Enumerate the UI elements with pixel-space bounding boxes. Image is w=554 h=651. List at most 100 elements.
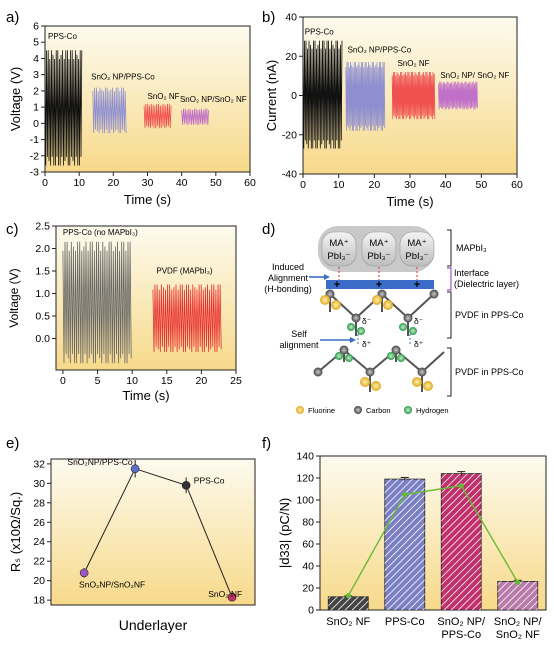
induced-label-1: Induced: [272, 262, 304, 272]
chart-c: 0 5 10 15 20 25 0.0 0.5 1.0 1.5 2.0 2.5 PPS-Co (no M…: [7, 221, 242, 404]
cell-1-bottom: PbI₃⁻: [327, 251, 350, 262]
chart-b-xtick-label: 60: [511, 179, 523, 191]
chart-f-ytick-label: 40: [302, 561, 314, 573]
chart-b-xtick-label: 20: [368, 179, 380, 191]
induced-label-2: Alignment: [268, 273, 309, 283]
chart-f-bar-hatch: [384, 479, 425, 610]
chart-e-ylabel: Rₛ (x10Ω/Sq.): [8, 492, 23, 572]
chart-e-point-label: SnO₂NP/PPS-Co: [67, 457, 132, 467]
chart-e-point: [130, 464, 140, 474]
atoms: [313, 289, 439, 391]
chart-e-ytick-label: 30: [33, 478, 45, 490]
chart-c-xtick-label: 5: [95, 375, 101, 387]
chart-a-ytick-label: -1: [30, 134, 39, 146]
chart-b-xtick-label: 50: [475, 179, 487, 191]
panel-label-a: a): [6, 9, 19, 26]
chart-e-ytick-label: 26: [33, 517, 45, 529]
chart-f-bar-hatch: [497, 581, 538, 610]
cell-1-top: MA⁺: [329, 238, 348, 249]
chart-b-ytick-label: -20: [282, 129, 297, 141]
chart-e-plot-area: [50, 458, 256, 606]
chart-c-ytick-label: 1.0: [35, 288, 50, 300]
self-label-2: alignment: [279, 340, 319, 350]
cell-2-top: MA⁺: [369, 238, 388, 249]
chart-a-series-2: [92, 87, 127, 134]
chart-f-xtick-label: SnO₂ NF: [496, 629, 540, 641]
chart-f-ytick-label: 60: [302, 539, 314, 551]
perovskite-cell-2: MA⁺ PbI₃⁻: [361, 231, 397, 267]
chart-a-series-label-4: SnO₂ NP/SnO₂ NF: [180, 95, 247, 104]
chart-c-ytick-label: 0.0: [35, 333, 50, 345]
chart-f-ytick-label: 140: [296, 451, 314, 463]
chart-e-ytick-label: 18: [33, 595, 45, 607]
legend-fluorine: Fluorine: [308, 406, 335, 415]
chart-c-ylabel: Voltage (V): [7, 268, 21, 327]
chart-f-trend-point: [402, 491, 408, 498]
chart-b-xlabel: Time (s): [386, 194, 433, 209]
chart-a-series-label-2: SnO₂ NP/PPS-Co: [91, 73, 155, 82]
chart-b-series-label-3: SnO₂ NF: [398, 59, 430, 68]
chart-a-ytick-label: 0: [33, 118, 39, 130]
chart-b-series-2: [345, 62, 386, 131]
chart-c-ytick-label: 1.5: [35, 266, 50, 278]
delta-minus-1: δ⁻: [362, 316, 372, 326]
delta-minus-2: δ⁻: [414, 316, 424, 326]
legend-fluorine-dot: [296, 406, 304, 414]
chart-a-series-label-1: PPS-Co: [48, 32, 77, 41]
delta-plus-2: δ⁺: [414, 339, 424, 349]
chart-f-trend-line: [347, 484, 519, 597]
chart-a: 0 10 20 30 40 50 60 -3 -2 -1 0 1 2 3 4 5 6 PPS-Co SnO₂ NP/…: [8, 21, 256, 208]
chart-a-xlabel: Time (s): [124, 192, 171, 207]
chart-b-ytick-label: -40: [282, 169, 297, 181]
chart-e-point-label: PPS-Co: [194, 475, 225, 485]
panel-label-e: e): [6, 435, 19, 452]
chart-a-ylabel: Voltage (V): [8, 67, 23, 131]
chart-c-series-1: [62, 241, 132, 364]
chart-a-ytick-label: 2: [33, 85, 39, 97]
chart-c-xtick-label: 15: [161, 375, 173, 387]
legend-hydrogen-dot: [404, 406, 412, 414]
chart-f-bar-hatch: [328, 596, 369, 610]
chart-e-point: [227, 592, 237, 602]
chart-b-series-1: [302, 40, 343, 149]
chart-f-xtick-label: SnO₂ NP/: [437, 616, 486, 628]
chart-f-ytick-label: 100: [296, 495, 314, 507]
chart-a-series-1: [44, 50, 83, 166]
interface-label: Interface: [454, 268, 489, 278]
chart-c-series-label-1: PPS-Co (no MAPbI₃): [63, 228, 138, 237]
chart-a-xtick-label: 20: [107, 177, 119, 189]
panel-label-d: d): [262, 221, 275, 238]
chart-f-ylabel: |d33| (pC/N): [277, 498, 292, 568]
pvdf-chain-upper: [329, 292, 435, 336]
chart-b-xtick-label: 30: [404, 179, 416, 191]
legend-hydrogen: Hydrogen: [416, 406, 449, 415]
chart-f-bar-hatch: [441, 473, 482, 610]
pvdf-label-1: PVDF in PPS-Co: [455, 310, 524, 320]
chart-a-xtick-label: 50: [210, 177, 222, 189]
chart-b-xtick-label: 10: [333, 179, 345, 191]
chart-c-ytick-label: 2.0: [35, 243, 50, 255]
pvdf-label-2: PVDF in PPS-Co: [455, 367, 524, 377]
bracket-pvdf-1: [447, 291, 452, 339]
chart-f-ytick-label: 80: [302, 517, 314, 529]
chart-f-trend-point: [458, 483, 464, 489]
chart-c-xtick-label: 25: [230, 375, 242, 387]
chart-e-ytick-label: 24: [33, 536, 45, 548]
mapbi-label: MAPbI₃: [456, 243, 487, 253]
chart-f-xtick-label: SnO₂ NF: [326, 616, 370, 628]
self-label-1: Self: [291, 329, 307, 339]
chart-f-xtick-label: SnO₂ NP/: [494, 616, 543, 628]
chart-c-series-label-2: PVDF (MAPbI₃): [156, 266, 212, 275]
delta-plus-1: δ⁺: [362, 339, 372, 349]
chart-c-xlabel: Time (s): [122, 388, 169, 403]
chart-c-series-2: [152, 284, 222, 353]
chart-b-xtick-label: 0: [300, 179, 306, 191]
chart-c-ytick-label: 0.5: [35, 311, 50, 323]
chart-a-ytick-label: -2: [30, 150, 39, 162]
chart-a-ytick-label: 3: [33, 69, 39, 81]
interface-sub-label: (Dielectric layer): [454, 279, 519, 289]
interface-bar: [326, 280, 434, 289]
chart-a-xtick-label: 0: [42, 177, 48, 189]
